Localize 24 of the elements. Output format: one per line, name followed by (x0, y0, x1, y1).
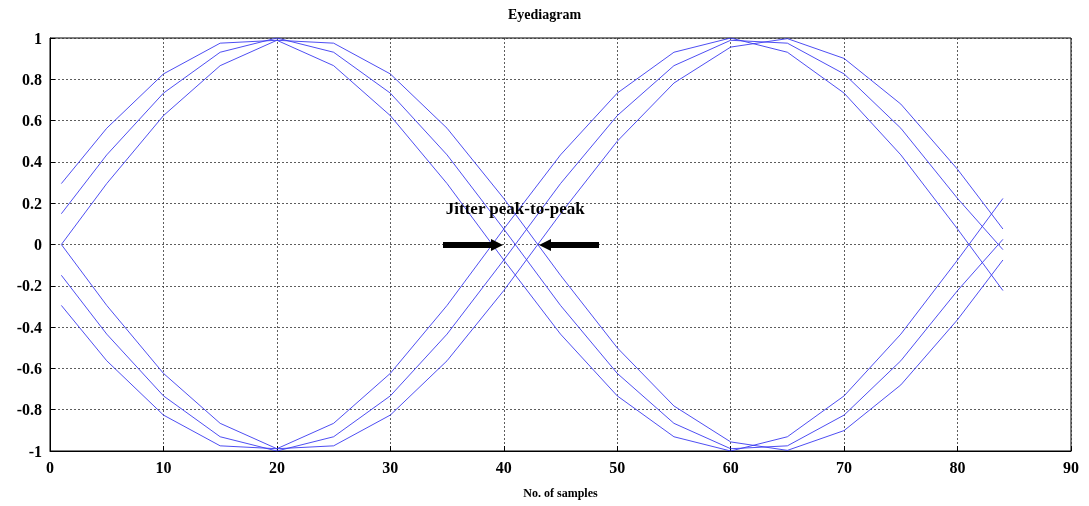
y-tick-label: 0.4 (22, 153, 42, 171)
x-tick-label: 70 (836, 458, 853, 476)
x-tick-label: 20 (268, 458, 285, 476)
x-tick-label: 0 (46, 458, 54, 476)
chart-title: Eyediagram (507, 6, 582, 22)
y-tick-label: -0.2 (16, 277, 42, 295)
x-tick-label: 90 (1063, 458, 1079, 476)
y-tick-label: 1 (34, 29, 42, 47)
y-tick-label: -0.8 (16, 401, 42, 419)
y-tick-label: 0.6 (22, 112, 42, 130)
annotation: Jitter peak-to-peak (445, 198, 586, 218)
x-tick-label: 40 (495, 458, 512, 476)
x-tick-label: 10 (155, 458, 172, 476)
y-tick-label: -0.6 (16, 359, 42, 377)
x-tick-label: 30 (382, 458, 399, 476)
x-axis-title: No. of samples (523, 486, 598, 500)
y-tick-label: 0.8 (22, 70, 42, 88)
y-tick-label: -0.4 (16, 318, 42, 336)
y-tick-label: 0.2 (22, 194, 42, 212)
x-tick-label: 50 (609, 458, 626, 476)
y-tick-label: -1 (28, 442, 42, 460)
y-tick-label: 0 (34, 236, 42, 253)
x-tick-label: 80 (949, 458, 966, 476)
x-tick-label: 60 (722, 458, 739, 476)
